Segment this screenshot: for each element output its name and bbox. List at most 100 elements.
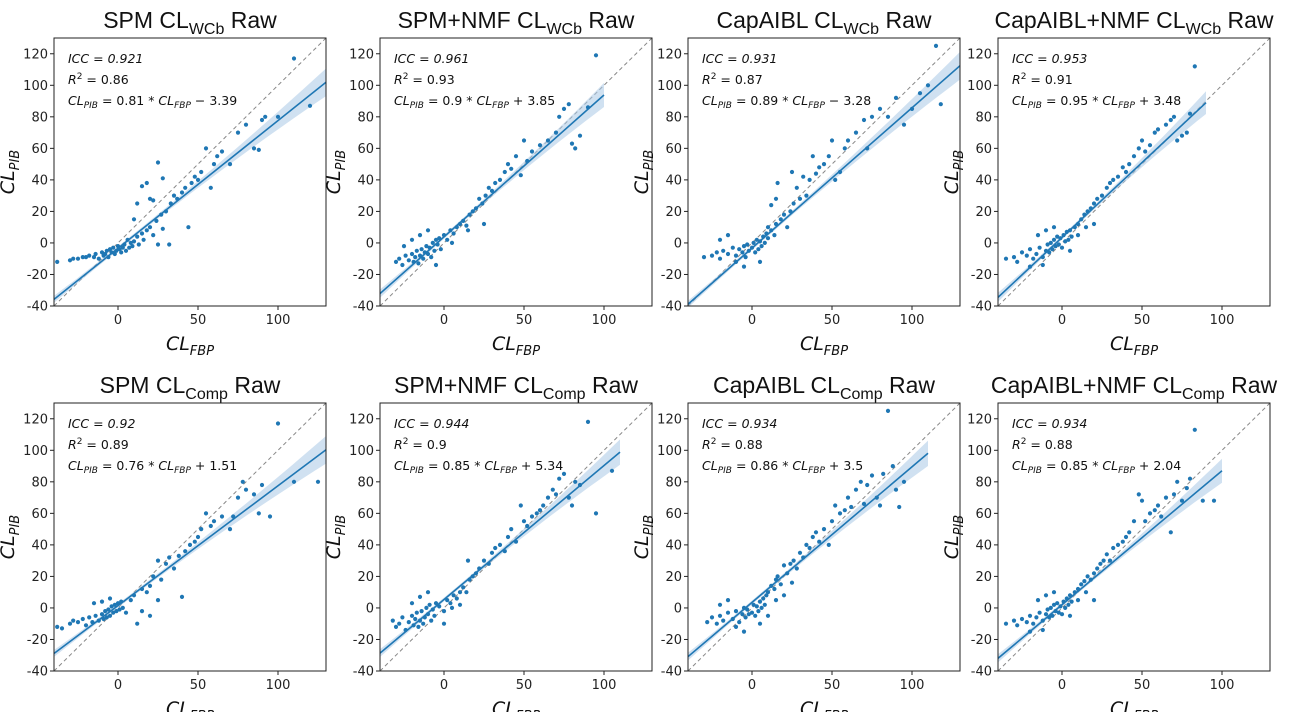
data-point (745, 242, 750, 247)
data-point (235, 130, 241, 135)
data-point (433, 601, 439, 606)
axes-frame (997, 402, 1271, 672)
eq-pib: PIB (1028, 101, 1042, 111)
data-point (93, 251, 98, 257)
data-point (291, 56, 297, 61)
data-point (256, 147, 261, 152)
eq-cl: CL (702, 458, 718, 473)
data-point (1043, 228, 1049, 233)
y-tick-label: 0 (674, 601, 682, 616)
data-point (764, 593, 769, 598)
data-point (71, 256, 76, 261)
x-axis-label: CLFBP (800, 333, 848, 359)
title-suffix: Raw (1221, 7, 1274, 33)
data-point (1035, 598, 1041, 603)
regression-line (688, 65, 960, 305)
eq-cl: CL (394, 93, 410, 108)
y-tick-label: -40 (971, 665, 992, 680)
data-point (785, 225, 790, 230)
data-point (1095, 566, 1100, 571)
data-point (167, 242, 172, 247)
r2-value: = 0.93 (408, 72, 454, 87)
y-tick-label: 100 (23, 444, 48, 459)
r2-symbol: R (394, 72, 403, 87)
data-point (781, 563, 787, 568)
data-point (119, 250, 124, 255)
r2-exponent: 2 (403, 437, 409, 447)
eq-cl2: CL (792, 458, 808, 473)
data-point (1136, 492, 1141, 497)
scatter-panel: 0 50 100 -40 -20 0 20 40 60 80 100 120 CapAIBL+NMF C… (941, 372, 1277, 712)
data-point (87, 253, 92, 258)
y-tick-label: 20 (357, 570, 374, 585)
ylabel-main: CL (0, 170, 19, 194)
data-point (778, 217, 783, 222)
eq-fbp: FBP (174, 101, 191, 111)
r2-annotation: R2 = 0.91 (1012, 72, 1073, 87)
data-point (83, 255, 89, 260)
y-axis-label: CLPIB (941, 515, 967, 560)
y-tick-label: -40 (971, 300, 992, 315)
data-point (413, 616, 418, 622)
data-point (1091, 571, 1097, 576)
y-tick-label: -20 (27, 633, 48, 648)
eq-cl: CL (702, 93, 718, 108)
data-point (1175, 479, 1180, 484)
data-point (853, 487, 859, 492)
data-point (1051, 590, 1057, 595)
data-point (67, 258, 73, 263)
data-point (1031, 621, 1036, 626)
title-subscript: Comp (543, 386, 586, 403)
data-point (144, 228, 149, 233)
data-point (765, 225, 771, 230)
y-axis-label: CLPIB (631, 515, 657, 560)
x-tick-label: 0 (114, 678, 122, 693)
data-point (128, 240, 133, 245)
data-point (1024, 620, 1029, 625)
data-point (537, 143, 543, 148)
data-point (1031, 256, 1036, 261)
data-point (195, 177, 201, 182)
data-point (120, 245, 125, 250)
y-tick-label: 40 (665, 173, 682, 188)
data-point (144, 590, 149, 595)
data-point (754, 604, 759, 609)
data-point (829, 519, 835, 524)
data-point (789, 580, 795, 585)
y-tick-label: -40 (661, 665, 682, 680)
data-point (833, 177, 838, 182)
title-main: CapAIBL CL (717, 7, 844, 33)
data-point (251, 146, 257, 151)
data-point (141, 237, 146, 242)
eq-intercept: + 3.48 (1135, 93, 1181, 108)
y-tick-label: -20 (661, 268, 682, 283)
y-axis-label: CLPIB (941, 150, 967, 195)
data-point (509, 527, 514, 532)
data-point (409, 237, 415, 242)
x-tick-label: 0 (1058, 678, 1066, 693)
plot-area (998, 38, 1270, 306)
data-point (1063, 239, 1068, 244)
title-suffix: Raw (883, 372, 936, 398)
data-point (429, 255, 434, 260)
r2-symbol: R (702, 72, 711, 87)
y-tick-label: -40 (661, 300, 682, 315)
data-point (1024, 253, 1029, 258)
data-point (553, 130, 559, 135)
y-tick-label: 120 (967, 47, 992, 62)
data-point (112, 602, 117, 607)
eq-cl2: CL (1102, 93, 1118, 108)
r2-value: = 0.88 (1026, 437, 1072, 452)
data-point (1120, 165, 1125, 170)
data-point (1066, 602, 1071, 607)
data-point (821, 527, 827, 532)
data-point (1050, 613, 1055, 618)
data-point (505, 162, 511, 167)
eq-slope: = 0.76 * (98, 458, 158, 473)
r2-annotation: R2 = 0.86 (68, 72, 129, 87)
y-tick-label: 120 (349, 412, 374, 427)
eq-slope: = 0.89 * (732, 93, 792, 108)
data-point (725, 251, 731, 257)
eq-intercept: − 3.28 (825, 93, 871, 108)
eq-fbp: FBP (492, 101, 509, 111)
